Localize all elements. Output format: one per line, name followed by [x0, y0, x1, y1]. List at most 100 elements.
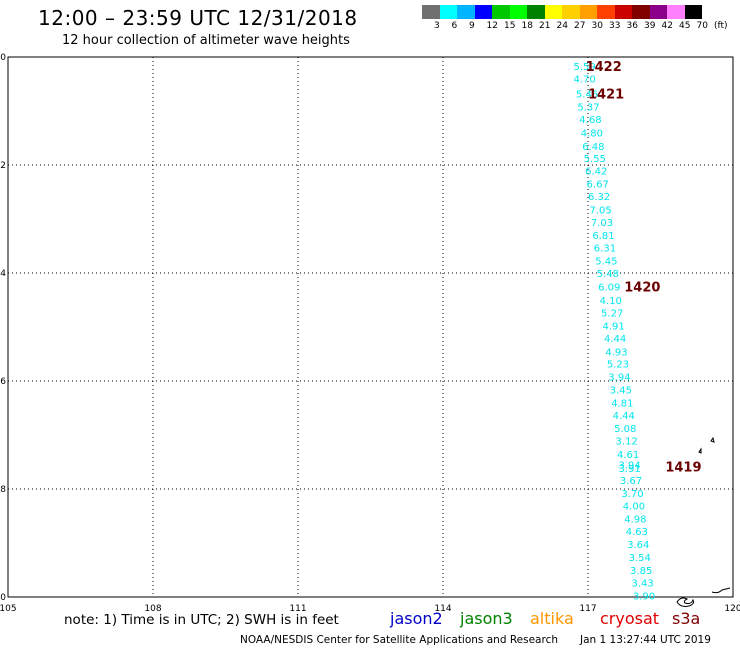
scale-label: 36 [626, 21, 638, 31]
swh-reading: 6.42 [585, 166, 607, 177]
scale-swatch [544, 5, 562, 19]
swh-reading: 4.10 [600, 296, 622, 307]
scale-swatch [474, 5, 492, 19]
scale-swatch [562, 5, 580, 19]
swh-reading: 6.31 [594, 244, 616, 255]
swh-reading: 6.67 [587, 179, 609, 190]
page-title: 12:00 – 23:59 UTC 12/31/2018 [38, 6, 358, 30]
map-axes: 105 108 111 114 117 120 -10 -12 -14 -16 -18 -20 [0, 53, 740, 614]
map-grid [8, 57, 733, 597]
scale-swatch [422, 5, 440, 19]
lat-tick-label: -16 [0, 377, 6, 387]
scale-label: 15 [504, 21, 516, 31]
swh-reading: 7.03 [591, 218, 613, 229]
scale-swatch [684, 5, 702, 19]
swh-reading: 3.64 [627, 540, 649, 551]
swh-reading: 3.94 [618, 461, 640, 472]
scale-label: 30 [591, 21, 603, 31]
scale-swatch [492, 5, 510, 19]
pass-time-label: 1419 [665, 460, 701, 475]
scale-label: 12 [486, 21, 498, 31]
scale-swatch [667, 5, 685, 19]
scale-label: 21 [539, 21, 551, 31]
swh-reading: 5.55 [584, 154, 606, 165]
scale-label: 45 [679, 21, 691, 31]
swh-reading: 4.61 [617, 450, 639, 461]
swh-reading: 5.59 [574, 62, 596, 73]
coastline-outline [676, 597, 694, 607]
scale-label: 33 [609, 21, 621, 31]
scale-label: 9 [469, 21, 475, 31]
swh-reading: 5.48 [597, 269, 619, 280]
lon-tick-label: 117 [579, 604, 596, 614]
swh-reading: 6.09 [598, 283, 620, 294]
pass-time-label: 1420 [624, 281, 660, 296]
lat-tick-label: -10 [0, 53, 6, 63]
swh-reading: 4.00 [623, 502, 645, 513]
swh-reading: 5.27 [601, 308, 623, 319]
swh-reading: 3.94 [608, 373, 630, 384]
swh-reading: 3.91 [618, 464, 640, 475]
swh-reading: 5.46 [576, 90, 598, 101]
swh-reading: 3.85 [630, 566, 652, 577]
page-subtitle: 12 hour collection of altimeter wave hei… [62, 33, 350, 48]
swh-reading: 5.37 [577, 103, 599, 114]
color-scale-labels: 3 6 9 12 15 18 21 24 27 30 33 36 39 42 45 70 (ft) [422, 0, 740, 34]
swh-reading: 5.45 [595, 257, 617, 268]
scale-label: 39 [644, 21, 656, 31]
lon-tick-label: 108 [144, 604, 161, 614]
island-outline [698, 447, 702, 454]
scale-swatch [579, 5, 597, 19]
satellite-legend-cryosat: cryosat [600, 609, 660, 628]
swh-reading: 6.81 [592, 231, 614, 242]
lat-tick-label: -18 [0, 485, 6, 495]
swh-reading: 4.44 [613, 411, 635, 422]
scale-swatch [457, 5, 475, 19]
satellite-legend-altika: altika [530, 609, 574, 628]
scale-label: 18 [521, 21, 533, 31]
swh-reading: 3.43 [632, 578, 654, 589]
satellite-legend-s3a: s3a [672, 609, 701, 628]
lat-tick-label: -14 [0, 269, 6, 279]
lon-tick-label: 111 [289, 604, 306, 614]
coastline-islands [676, 436, 731, 607]
swh-reading: 3.12 [616, 436, 638, 447]
lon-tick-label: 105 [0, 604, 17, 614]
swh-reading: 4.44 [604, 334, 626, 345]
note-text: note: 1) Time is in UTC; 2) SWH is in fe… [64, 612, 339, 628]
swh-reading: 5.08 [614, 424, 636, 435]
swh-reading: 4.98 [624, 515, 646, 526]
lat-tick-label: -20 [0, 593, 6, 603]
lon-tick-label: 120 [724, 604, 740, 614]
satellite-legend-jason3: jason3 [460, 609, 513, 628]
scale-label: (ft) [714, 21, 728, 31]
swh-reading: 4.93 [605, 347, 627, 358]
swh-reading: 4.70 [574, 75, 596, 86]
island-outline [710, 436, 715, 443]
scale-swatch [632, 5, 650, 19]
lon-tick-label: 114 [434, 604, 451, 614]
satellite-legend-jason2: jason2 [390, 609, 443, 628]
scale-swatch [509, 5, 527, 19]
swh-reading: 3.67 [620, 476, 642, 487]
swh-reading: 4.91 [603, 321, 625, 332]
swh-reading: 5.23 [607, 360, 629, 371]
pass-time-label: 1422 [586, 60, 622, 75]
map-frame [7, 56, 734, 598]
wave-height-color-scale [422, 5, 702, 19]
swh-reading: 6.32 [588, 192, 610, 203]
scale-swatch [597, 5, 615, 19]
scale-swatch [439, 5, 457, 19]
swh-reading: 6.48 [582, 142, 604, 153]
swh-reading: 3.54 [629, 553, 651, 564]
footer-timestamp: Jan 1 13:27:44 UTC 2019 [580, 634, 711, 646]
lat-tick-label: -12 [0, 161, 6, 171]
swh-reading: 3.45 [610, 386, 632, 397]
scale-swatch [527, 5, 545, 19]
swh-reading: 3.90 [633, 591, 655, 602]
coastline-outline [711, 587, 731, 594]
scale-label: 27 [574, 21, 586, 31]
swh-reading: 4.63 [626, 527, 648, 538]
scale-swatch [649, 5, 667, 19]
